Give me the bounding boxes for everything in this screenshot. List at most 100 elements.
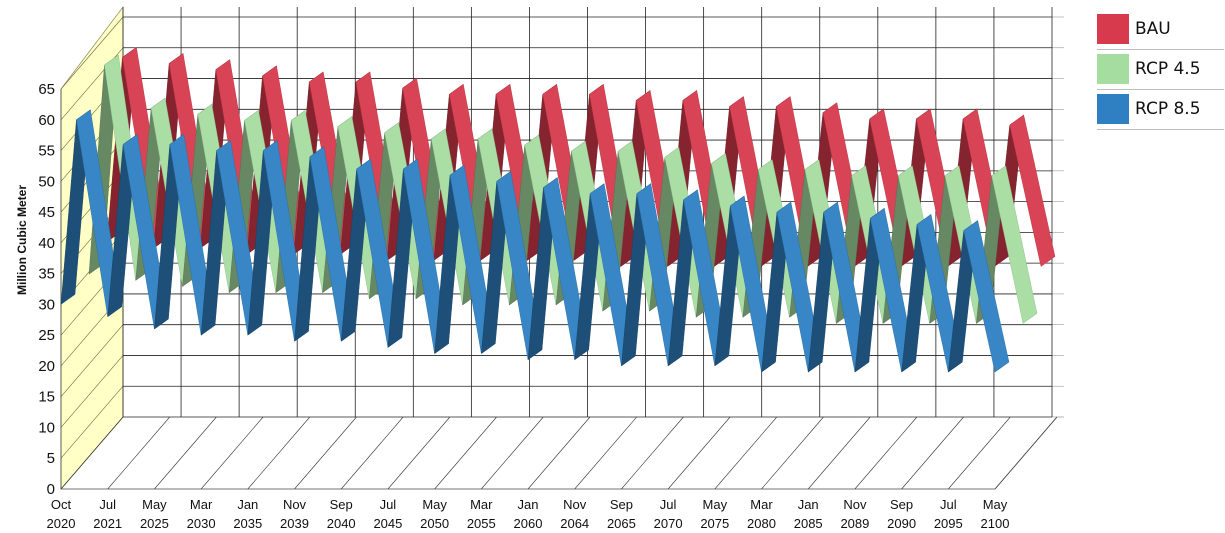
wall-diagonal (60, 324, 124, 397)
wall-diagonal (60, 16, 124, 90)
legend-item-bau: BAU (1097, 12, 1225, 48)
y-tick-label: 50 (38, 173, 55, 190)
legend-swatch-rcp45 (1097, 54, 1129, 84)
floor-diagonal (807, 416, 871, 490)
floor-diagonal (340, 416, 404, 490)
x-tick-year: 2070 (654, 516, 683, 531)
x-tick-month: Jan (798, 497, 819, 512)
x-tick-month: Sep (610, 497, 633, 512)
x-tick-month: May (983, 497, 1008, 512)
y-tick-label: 35 (38, 266, 55, 283)
floor-diagonal (854, 416, 918, 490)
x-tick-month: Jul (660, 497, 677, 512)
x-tick-month: Jul (940, 497, 957, 512)
x-tick-month: Mar (470, 497, 493, 512)
falling-segment-rcp-8-5 (963, 220, 1010, 373)
floor-diagonal (154, 416, 217, 490)
x-tick-year: 2064 (560, 516, 589, 531)
floor-diagonal (481, 416, 544, 490)
y-tick-label: 60 (38, 112, 55, 129)
y-tick-label: 65 (38, 81, 55, 98)
legend-divider (1097, 129, 1224, 130)
x-tick-year: 2089 (840, 516, 869, 531)
chart-axes: 05101520253035404550556065Oct2020Jul2021… (38, 81, 1009, 531)
chart-series (60, 46, 1056, 373)
falling-segment-rcp-4-5 (991, 165, 1038, 324)
legend-label-rcp85: RCP 8.5 (1135, 99, 1201, 119)
legend-item-rcp85: RCP 8.5 (1097, 92, 1225, 128)
y-tick-label: 45 (38, 204, 55, 221)
x-tick-year: 2090 (887, 516, 916, 531)
floor-diagonal (107, 416, 170, 490)
floor-diagonal (574, 416, 637, 490)
x-tick-year: 2040 (327, 516, 356, 531)
x-tick-month: May (142, 497, 167, 512)
x-tick-month: Mar (750, 497, 773, 512)
x-tick-month: May (422, 497, 447, 512)
floor-diagonal (294, 416, 357, 490)
falling-segment-bau (1009, 114, 1056, 267)
x-tick-year: 2025 (140, 516, 169, 531)
x-tick-year: 2060 (514, 516, 543, 531)
floor-diagonal (714, 416, 778, 490)
floor-diagonal (60, 416, 124, 490)
x-tick-month: Jul (380, 497, 397, 512)
legend-swatch-rcp85 (1097, 94, 1129, 124)
x-tick-year: 2065 (607, 516, 636, 531)
x-tick-month: Oct (51, 497, 72, 512)
x-tick-month: Jan (518, 497, 539, 512)
x-tick-year: 2050 (420, 516, 449, 531)
wall-diagonal (60, 355, 124, 428)
floor-diagonal (247, 416, 311, 490)
x-tick-year: 2075 (700, 516, 729, 531)
legend-divider (1097, 49, 1224, 50)
x-tick-month: May (703, 497, 728, 512)
x-tick-month: Nov (563, 497, 587, 512)
y-tick-label: 40 (38, 235, 55, 252)
x-tick-month: Sep (890, 497, 913, 512)
legend-item-rcp45: RCP 4.5 (1097, 52, 1225, 88)
x-tick-year: 2055 (467, 516, 496, 531)
wall-diagonal (60, 386, 124, 459)
legend-swatch-bau (1097, 14, 1129, 44)
floor-diagonal (667, 416, 731, 490)
y-tick-label: 25 (38, 327, 55, 344)
floor-diagonal (901, 416, 964, 490)
floor-diagonal (434, 416, 497, 490)
y-tick-label: 5 (47, 450, 55, 467)
x-tick-month: Jan (237, 497, 258, 512)
x-tick-month: Mar (190, 497, 213, 512)
legend-divider (1097, 89, 1224, 90)
x-tick-year: 2045 (373, 516, 402, 531)
x-tick-year: 2030 (187, 516, 216, 531)
floor-diagonal (761, 416, 824, 490)
legend-label-bau: BAU (1135, 19, 1171, 39)
y-tick-label: 55 (38, 143, 55, 160)
y-tick-label: 10 (38, 419, 55, 436)
x-tick-month: Nov (283, 497, 307, 512)
x-tick-month: Nov (843, 497, 867, 512)
floor-diagonal (200, 416, 264, 490)
x-tick-year: 2021 (93, 516, 122, 531)
x-tick-year: 2020 (47, 516, 76, 531)
floor-diagonal (621, 416, 684, 490)
x-tick-year: 2095 (934, 516, 963, 531)
x-tick-year: 2035 (233, 516, 262, 531)
y-tick-label: 15 (38, 389, 55, 406)
y-tick-label: 0 (47, 481, 55, 498)
floor-diagonal (387, 416, 451, 490)
x-tick-month: Jul (99, 497, 116, 512)
x-tick-month: Sep (330, 497, 353, 512)
floor-right-edge (994, 416, 1058, 490)
floor-diagonal (948, 416, 1011, 490)
series-rcp-8-5 (60, 109, 1010, 373)
y-tick-label: 30 (38, 296, 55, 313)
y-axis-label: Million Cubic Meter (15, 184, 29, 296)
floor-diagonal (527, 416, 591, 490)
x-tick-year: 2039 (280, 516, 309, 531)
legend-label-rcp45: RCP 4.5 (1135, 59, 1201, 79)
x-tick-year: 2100 (981, 516, 1010, 531)
y-tick-label: 20 (38, 358, 55, 375)
x-tick-year: 2085 (794, 516, 823, 531)
